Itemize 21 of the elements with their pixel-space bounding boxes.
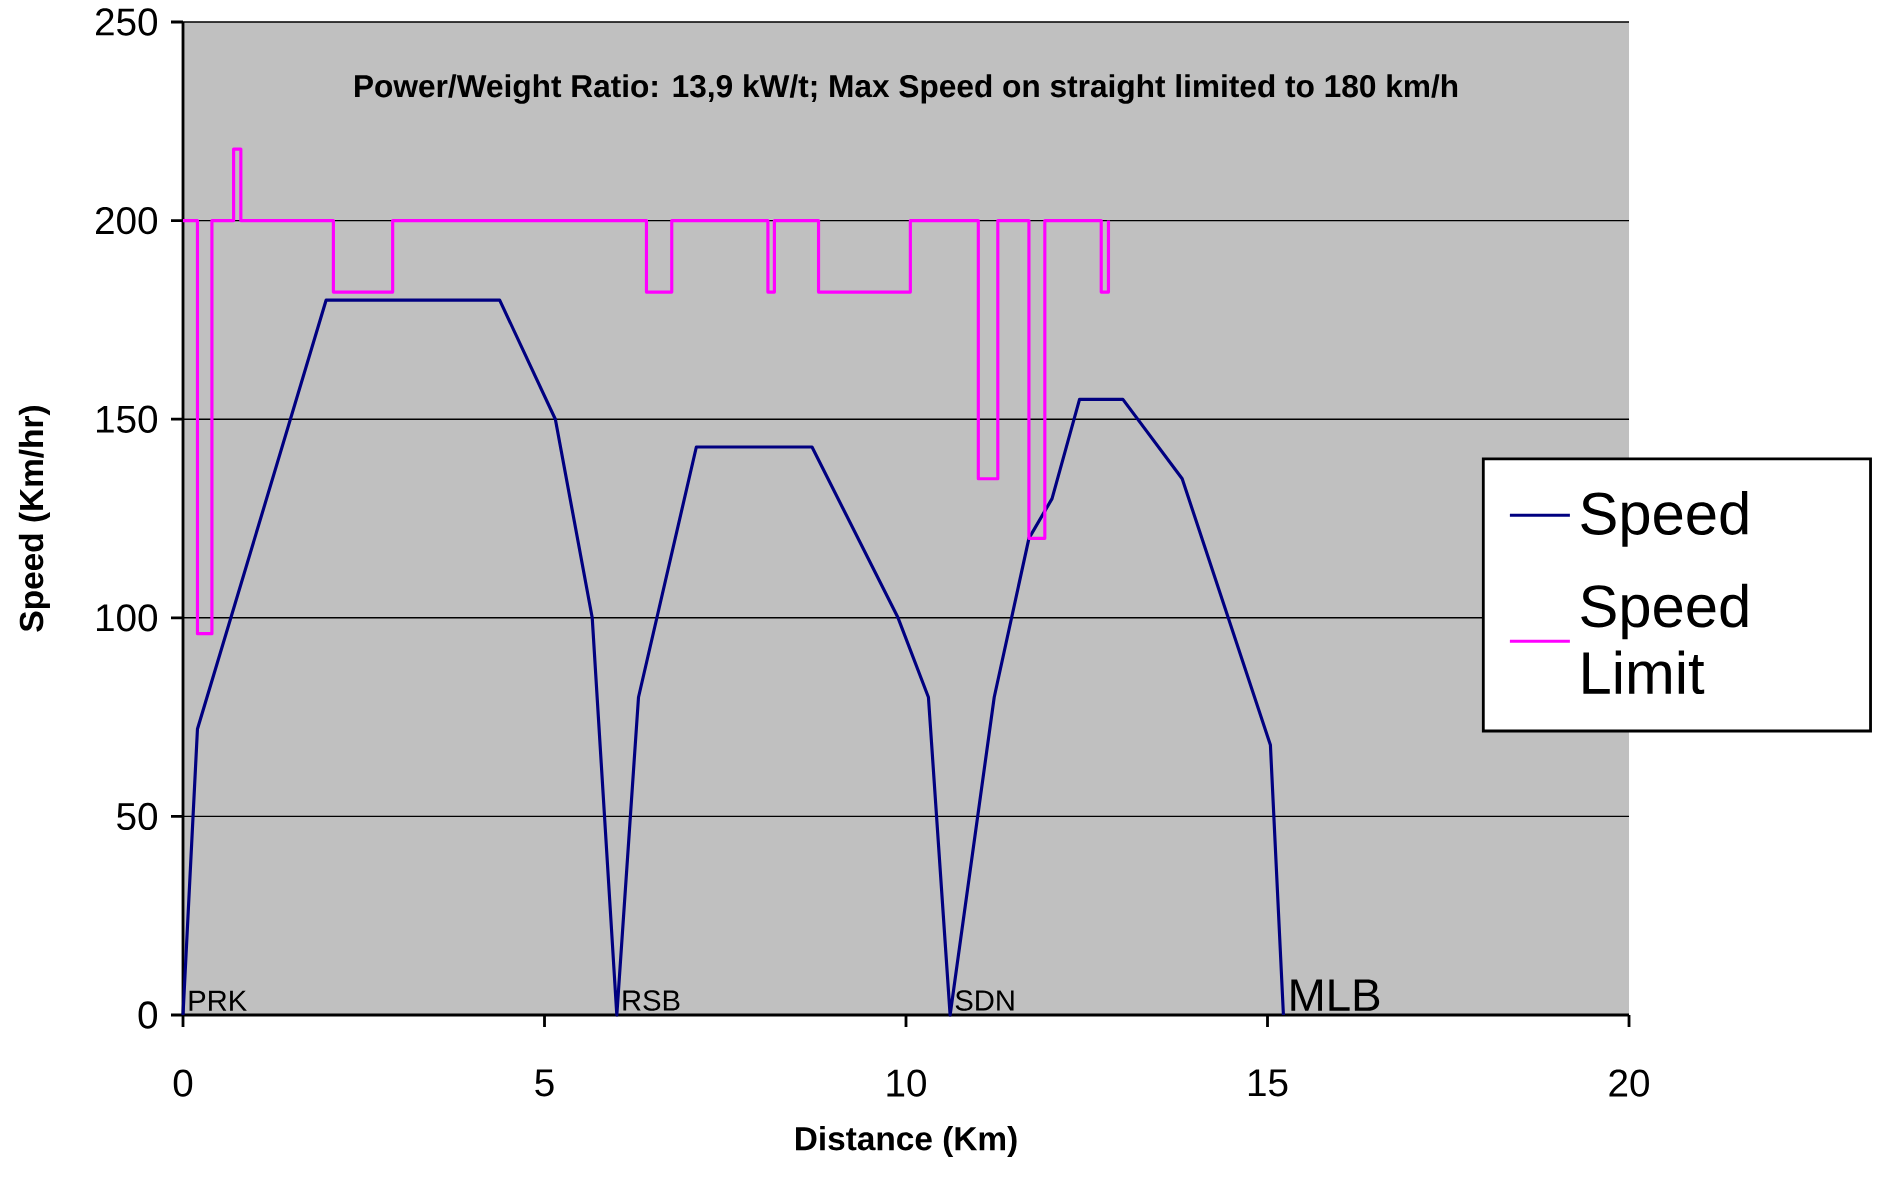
y-tick-label: 100 [97,604,158,632]
x-tick-label: 10 [887,1069,926,1097]
line-series [181,298,1285,1017]
annotation: SDN [955,990,1014,1011]
y-tick-label: 0 [138,1001,158,1029]
legend-label: Speed [1581,491,1748,547]
x-tick-label: 20 [1609,1069,1649,1097]
y-tick-label: 250 [96,8,158,36]
x-tick-label: 0 [173,1069,193,1097]
y-tick-label: 50 [117,802,158,831]
x-tick-label: 5 [535,1069,554,1097]
x-axis-title: Distance (Km) [796,1125,1017,1158]
x-tick-label: 15 [1248,1069,1288,1097]
text: Power/Weight Ratio: 13,9 kW/t; Max Speed on straight limited to 180 km/h [355,74,1458,104]
y-tick-label: 150 [97,405,158,433]
annotation: RSB [623,990,680,1011]
y-tick-label: 200 [96,206,158,235]
legend-label: Speed Limit [1581,583,1748,695]
y-axis-title: Speed (Km/hr) [18,406,50,632]
annotation: PRK [189,990,247,1011]
annotation: MLB [1291,979,1380,1011]
